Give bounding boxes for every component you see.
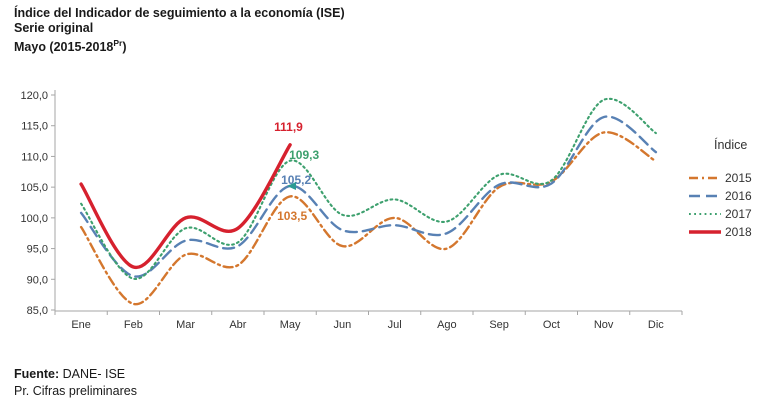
month-label: Sep xyxy=(489,319,509,331)
data-label-2015: 103,5 xyxy=(277,209,308,224)
page-title: Índice del Indicador de seguimiento a la… xyxy=(14,6,345,55)
data-label-2017: 109,3 xyxy=(289,147,320,162)
y-tick-label: 90,0 xyxy=(27,274,48,286)
month-label: Jun xyxy=(334,319,352,331)
series-line-2017 xyxy=(80,97,657,280)
y-tick-label: 105,0 xyxy=(20,182,48,194)
page-title-line2: Serie original xyxy=(14,21,94,35)
legend-swatch-2017-icon xyxy=(689,212,721,216)
legend-item-2015: 2015 xyxy=(688,169,762,187)
legend-items: 2015 2016 2017 2018 xyxy=(688,169,762,241)
legend-item-2017: 2017 xyxy=(688,205,762,223)
preliminary-superscript: Pr xyxy=(113,38,123,48)
legend-title: Índice xyxy=(714,138,748,152)
page-title-line1: Índice del Indicador de seguimiento a la… xyxy=(14,6,345,20)
month-label: Mar xyxy=(176,319,195,331)
legend-item-2016: 2016 xyxy=(688,187,762,205)
legend-item-2018: 2018 xyxy=(688,223,762,241)
y-tick-label: 110,0 xyxy=(21,151,48,163)
month-label: Ene xyxy=(71,319,91,331)
chart-footer: Fuente: DANE- ISE Pr. Cifras preliminare… xyxy=(14,366,137,400)
y-tick-label: 115,0 xyxy=(21,121,48,133)
month-label: Nov xyxy=(594,319,614,331)
y-tick-label: 95,0 xyxy=(27,244,48,256)
preliminary-note: Pr. Cifras preliminares xyxy=(14,384,137,398)
month-label: Oct xyxy=(543,319,560,331)
month-label: Ago xyxy=(437,319,457,331)
month-label: Jul xyxy=(388,319,402,331)
month-label: Abr xyxy=(229,319,246,331)
legend-swatch-2016-icon xyxy=(689,194,721,198)
month-label: Dic xyxy=(648,319,664,331)
data-label-2018: 111,9 xyxy=(274,119,303,134)
left-arrow-icon xyxy=(287,181,297,190)
month-label: May xyxy=(280,319,301,331)
series-line-2015 xyxy=(79,131,658,306)
legend-swatch-2018-icon xyxy=(689,230,721,234)
y-tick-label: 120,0 xyxy=(20,90,48,102)
page-title-line3: Mayo (2015-2018Pr) xyxy=(14,38,127,55)
legend-label: 2017 xyxy=(725,207,752,221)
legend-label: 2015 xyxy=(725,171,752,185)
data-label-2016: 105,2 xyxy=(281,172,312,187)
source-note: Fuente: DANE- ISE xyxy=(14,367,126,381)
legend-swatch-2015-icon xyxy=(689,176,721,180)
chart-legend: Índice 2015 2016 2017 2018 xyxy=(688,138,762,241)
legend-label: 2018 xyxy=(725,225,752,239)
y-tick-label: 85,0 xyxy=(27,305,48,317)
series-line-2018 xyxy=(79,143,292,269)
legend-label: 2016 xyxy=(725,189,752,203)
y-tick-label: 100,0 xyxy=(20,213,48,225)
series-line-2016 xyxy=(79,115,658,278)
month-label: Feb xyxy=(124,319,143,331)
